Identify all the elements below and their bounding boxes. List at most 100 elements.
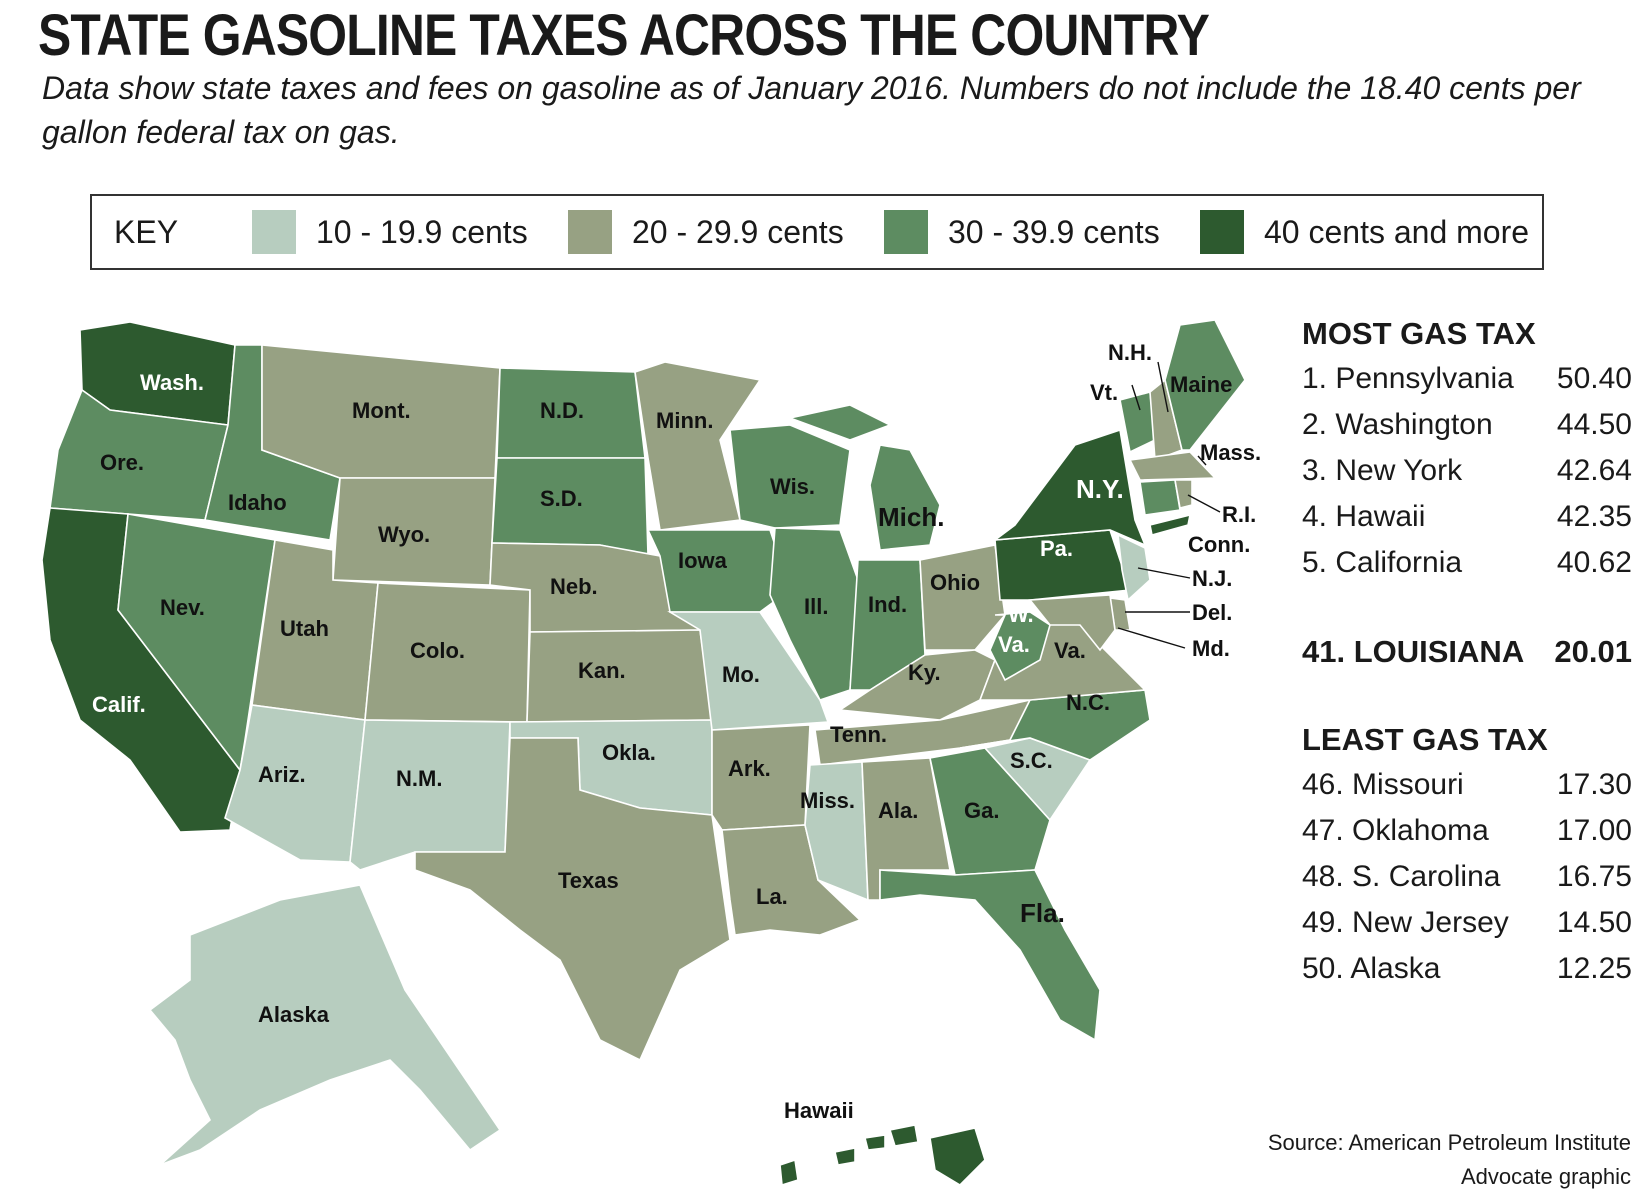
label-mt: Mont. — [352, 398, 411, 423]
label-ga: Ga. — [964, 798, 999, 823]
source-line: Source: American Petroleum Institute — [1267, 1130, 1631, 1155]
label-ut: Utah — [280, 616, 329, 641]
leader-nh — [1157, 361, 1169, 413]
state-hi-1 — [929, 1127, 986, 1187]
state-md — [1028, 594, 1116, 652]
state-ga — [929, 747, 1051, 876]
state-ct — [1139, 479, 1181, 516]
most-gas-tax-list: MOST GAS TAX 1. Pennsylvania 50.40 2. Was… — [1302, 316, 1632, 586]
state-il — [769, 527, 859, 701]
label-il: Ill. — [804, 594, 828, 619]
key-label: KEY — [114, 214, 179, 250]
label-ky: Ky. — [908, 660, 941, 685]
label-de: Del. — [1192, 600, 1232, 625]
list-item: 1. Pennsylvania 50.40 — [1302, 362, 1632, 395]
state-labels: Wash. Ore. Calif. Idaho Nev. Mont. Wyo. … — [92, 340, 1261, 1123]
leader-ma — [1197, 455, 1207, 466]
label-nc: N.C. — [1066, 690, 1110, 715]
louisiana-value: 20.01 — [1554, 634, 1632, 669]
key-swatch-medium — [884, 210, 928, 254]
label-az: Ariz. — [258, 762, 306, 787]
state-nm — [349, 719, 511, 871]
label-ca: Calif. — [92, 692, 146, 717]
list-item: 2. Washington 44.50 — [1302, 408, 1632, 441]
label-ny: N.Y. — [1076, 474, 1124, 504]
list-item: 3. New York 42.64 — [1302, 454, 1632, 487]
label-ar: Ark. — [728, 756, 771, 781]
state-nc — [959, 689, 1151, 761]
leader-nj — [1137, 567, 1191, 579]
list-item: 48. S. Carolina 16.75 — [1302, 860, 1632, 893]
key-text: 20 - 29.9 cents — [632, 214, 844, 250]
label-vt: Vt. — [1090, 380, 1118, 405]
state-hi-5 — [779, 1158, 799, 1187]
least-gas-tax-list: LEAST GAS TAX 46. Missouri 17.30 47. Okla… — [1302, 722, 1632, 992]
key-swatch-light — [252, 210, 296, 254]
state-hi-3 — [864, 1134, 886, 1151]
leader-md — [1117, 627, 1186, 649]
list-item: 4. Hawaii 42.35 — [1302, 500, 1632, 533]
state-mo — [667, 611, 830, 731]
label-wv-line2: Va. — [998, 632, 1030, 657]
state-wi — [729, 424, 851, 529]
map-key: KEY 10 - 19.9 cents 20 - 29.9 cents 30 -… — [90, 194, 1544, 270]
label-md: Md. — [1192, 636, 1230, 661]
state-mi — [869, 444, 941, 551]
key-text: 30 - 39.9 cents — [948, 214, 1160, 250]
leader-lines — [1117, 361, 1221, 649]
leader-vt — [1131, 384, 1141, 411]
list-item: 46. Missouri 17.30 — [1302, 768, 1632, 801]
state-fl — [879, 869, 1101, 1042]
list-item: 50. Alaska 12.25 — [1302, 952, 1632, 985]
state-oh — [919, 544, 1006, 651]
most-header: MOST GAS TAX — [1302, 316, 1536, 351]
louisiana-name: 41. LOUISIANA — [1302, 634, 1525, 669]
label-wi: Wis. — [770, 474, 815, 499]
state-ny — [992, 428, 1147, 547]
state-ak — [148, 884, 502, 1166]
label-hi: Hawaii — [784, 1098, 854, 1123]
label-ri: R.I. — [1222, 502, 1256, 527]
state-nj — [1117, 533, 1151, 602]
label-tx: Texas — [558, 868, 619, 893]
label-in: Ind. — [868, 592, 907, 617]
state-hi-4 — [834, 1147, 856, 1166]
label-wa: Wash. — [140, 370, 204, 395]
label-wy: Wyo. — [378, 522, 430, 547]
label-ak: Alaska — [258, 1002, 330, 1027]
label-fl: Fla. — [1020, 898, 1065, 928]
state-hi-2 — [888, 1124, 919, 1147]
label-la: La. — [756, 884, 788, 909]
label-wv-line1: W. — [1008, 602, 1034, 627]
label-nj: N.J. — [1192, 566, 1232, 591]
label-or: Ore. — [100, 450, 144, 475]
state-shapes — [41, 319, 1246, 1187]
label-mo: Mo. — [722, 662, 760, 687]
label-nm: N.M. — [396, 766, 442, 791]
label-ma: Mass. — [1200, 440, 1261, 465]
state-mi-up — [787, 404, 892, 441]
state-me — [1164, 319, 1246, 451]
least-header: LEAST GAS TAX — [1302, 722, 1548, 757]
leader-ri — [1187, 494, 1221, 513]
key-text: 40 cents and more — [1264, 214, 1530, 250]
label-ks: Kan. — [578, 658, 626, 683]
state-ky — [837, 649, 997, 721]
key-swatch-tan — [568, 210, 612, 254]
label-nh: N.H. — [1108, 340, 1152, 365]
label-sd: S.D. — [540, 486, 583, 511]
state-tx — [414, 737, 731, 1062]
state-ms — [804, 761, 869, 902]
key-text: 10 - 19.9 cents — [316, 214, 528, 250]
list-item: 5. California 40.62 — [1302, 546, 1632, 579]
label-nv: Nev. — [160, 595, 205, 620]
label-me: Maine — [1170, 372, 1232, 397]
state-wv — [989, 611, 1051, 682]
label-tn: Tenn. — [830, 722, 887, 747]
label-sc: S.C. — [1010, 748, 1053, 773]
label-ne: Neb. — [550, 574, 598, 599]
source-credit: Source: American Petroleum Institute Adv… — [1268, 1126, 1631, 1194]
label-nd: N.D. — [540, 398, 584, 423]
state-ma — [1128, 451, 1217, 481]
key-swatch-dark — [1200, 210, 1244, 254]
